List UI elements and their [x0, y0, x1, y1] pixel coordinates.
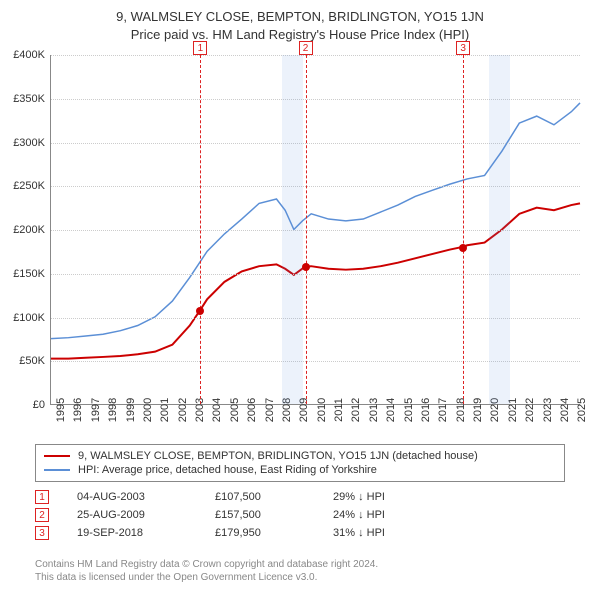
- xtick-label: 2002: [177, 398, 189, 422]
- xtick-label: 2006: [246, 398, 258, 422]
- xtick-label: 1996: [72, 398, 84, 422]
- ytick-label: £200K: [0, 224, 45, 236]
- event-num-box: 2: [35, 508, 49, 522]
- ytick-label: £350K: [0, 93, 45, 105]
- xtick-label: 1995: [55, 398, 67, 422]
- xtick-label: 2001: [159, 398, 171, 422]
- event-point-dot: [459, 244, 467, 252]
- event-row: 3 19-SEP-2018 £179,950 31% ↓ HPI: [35, 526, 565, 540]
- ytick-label: £50K: [0, 355, 45, 367]
- event-diff: 24% ↓ HPI: [333, 509, 565, 521]
- event-marker-line: [463, 55, 464, 404]
- xtick-label: 2010: [316, 398, 328, 422]
- recession-band: [489, 55, 510, 404]
- xtick-label: 2019: [472, 398, 484, 422]
- attribution-line-1: Contains HM Land Registry data © Crown c…: [35, 558, 565, 571]
- event-date: 25-AUG-2009: [77, 509, 187, 521]
- event-marker-line: [306, 55, 307, 404]
- xtick-label: 2013: [368, 398, 380, 422]
- xtick-label: 2014: [385, 398, 397, 422]
- event-point-dot: [196, 307, 204, 315]
- legend-swatch-hpi: [44, 469, 70, 471]
- event-marker-box: 1: [193, 41, 207, 55]
- ytick-label: £100K: [0, 312, 45, 324]
- xtick-label: 2022: [524, 398, 536, 422]
- legend-swatch-property: [44, 455, 70, 457]
- xtick-label: 2012: [350, 398, 362, 422]
- legend-label-property: 9, WALMSLEY CLOSE, BEMPTON, BRIDLINGTON,…: [78, 450, 478, 462]
- xtick-label: 2023: [542, 398, 554, 422]
- xtick-label: 2000: [142, 398, 154, 422]
- event-price: £107,500: [215, 491, 305, 503]
- event-diff: 31% ↓ HPI: [333, 527, 565, 539]
- event-diff: 29% ↓ HPI: [333, 491, 565, 503]
- xtick-label: 2015: [403, 398, 415, 422]
- title-line-1: 9, WALMSLEY CLOSE, BEMPTON, BRIDLINGTON,…: [0, 8, 600, 26]
- legend-box: 9, WALMSLEY CLOSE, BEMPTON, BRIDLINGTON,…: [35, 444, 565, 482]
- events-table: 1 04-AUG-2003 £107,500 29% ↓ HPI 2 25-AUG-200…: [35, 490, 565, 544]
- event-marker-box: 2: [299, 41, 313, 55]
- xtick-label: 1997: [90, 398, 102, 422]
- event-marker-line: [200, 55, 201, 404]
- xtick-label: 2017: [437, 398, 449, 422]
- event-num-box: 1: [35, 490, 49, 504]
- ytick-label: £300K: [0, 137, 45, 149]
- legend-row: HPI: Average price, detached house, East…: [44, 463, 556, 477]
- xtick-label: 2024: [559, 398, 571, 422]
- event-num-box: 3: [35, 526, 49, 540]
- xtick-label: 2005: [229, 398, 241, 422]
- event-marker-box: 3: [456, 41, 470, 55]
- legend-label-hpi: HPI: Average price, detached house, East…: [78, 464, 377, 476]
- xtick-label: 2016: [420, 398, 432, 422]
- chart-container: 9, WALMSLEY CLOSE, BEMPTON, BRIDLINGTON,…: [0, 0, 600, 590]
- event-row: 1 04-AUG-2003 £107,500 29% ↓ HPI: [35, 490, 565, 504]
- ytick-label: £250K: [0, 180, 45, 192]
- ytick-label: £150K: [0, 268, 45, 280]
- event-row: 2 25-AUG-2009 £157,500 24% ↓ HPI: [35, 508, 565, 522]
- attribution-line-2: This data is licensed under the Open Gov…: [35, 571, 565, 584]
- xtick-label: 2004: [211, 398, 223, 422]
- xtick-label: 2025: [576, 398, 588, 422]
- xtick-label: 2007: [264, 398, 276, 422]
- xtick-label: 1998: [107, 398, 119, 422]
- event-point-dot: [302, 263, 310, 271]
- legend-row: 9, WALMSLEY CLOSE, BEMPTON, BRIDLINGTON,…: [44, 449, 556, 463]
- event-price: £179,950: [215, 527, 305, 539]
- chart-plot-area: £0£50K£100K£150K£200K£250K£300K£350K£400…: [50, 55, 580, 405]
- recession-band: [282, 55, 303, 404]
- xtick-label: 2011: [333, 398, 345, 422]
- event-price: £157,500: [215, 509, 305, 521]
- ytick-label: £400K: [0, 49, 45, 61]
- xtick-label: 2018: [455, 398, 467, 422]
- event-date: 19-SEP-2018: [77, 527, 187, 539]
- event-date: 04-AUG-2003: [77, 491, 187, 503]
- ytick-label: £0: [0, 399, 45, 411]
- xtick-label: 1999: [125, 398, 137, 422]
- title-block: 9, WALMSLEY CLOSE, BEMPTON, BRIDLINGTON,…: [0, 0, 600, 44]
- attribution-text: Contains HM Land Registry data © Crown c…: [35, 558, 565, 584]
